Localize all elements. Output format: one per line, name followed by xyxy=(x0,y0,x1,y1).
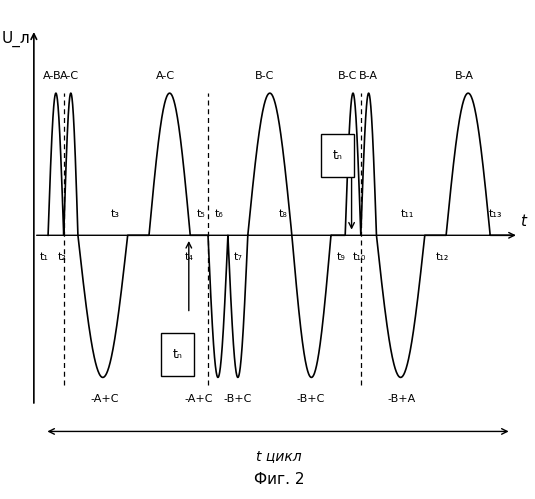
Text: t₈: t₈ xyxy=(278,209,287,219)
Text: t₅: t₅ xyxy=(196,209,205,219)
Text: t₁: t₁ xyxy=(40,251,49,261)
Text: t₁₂: t₁₂ xyxy=(436,251,449,261)
Text: t₄: t₄ xyxy=(185,251,193,261)
Text: -B+C: -B+C xyxy=(224,394,252,404)
Text: t₁₀: t₁₀ xyxy=(353,251,366,261)
Text: t₂: t₂ xyxy=(58,251,67,261)
Text: B-A: B-A xyxy=(358,71,377,81)
Text: t₆: t₆ xyxy=(215,209,223,219)
Text: tₙ: tₙ xyxy=(172,348,182,361)
Text: t₉: t₉ xyxy=(337,251,346,261)
Text: tₙ: tₙ xyxy=(332,149,342,162)
Text: A-C: A-C xyxy=(156,71,175,81)
Text: U_л: U_л xyxy=(2,31,30,47)
Text: B-A: B-A xyxy=(454,71,473,81)
Text: t₁₁: t₁₁ xyxy=(400,209,414,219)
Text: t₇: t₇ xyxy=(234,251,243,261)
Text: -A+C: -A+C xyxy=(185,394,213,404)
FancyBboxPatch shape xyxy=(161,333,194,376)
Text: t: t xyxy=(520,214,526,229)
Text: -A+C: -A+C xyxy=(91,394,119,404)
Text: A-B: A-B xyxy=(43,71,62,81)
Text: t₁₃: t₁₃ xyxy=(489,209,502,219)
FancyBboxPatch shape xyxy=(321,134,354,177)
Text: -B+A: -B+A xyxy=(388,394,416,404)
Text: -B+C: -B+C xyxy=(297,394,325,404)
Text: t₃: t₃ xyxy=(111,209,120,219)
Text: B-C: B-C xyxy=(338,71,358,81)
Text: B-C: B-C xyxy=(255,71,274,81)
Text: t цикл: t цикл xyxy=(256,449,302,463)
Text: A-C: A-C xyxy=(60,71,79,81)
Text: Фиг. 2: Фиг. 2 xyxy=(254,472,304,487)
